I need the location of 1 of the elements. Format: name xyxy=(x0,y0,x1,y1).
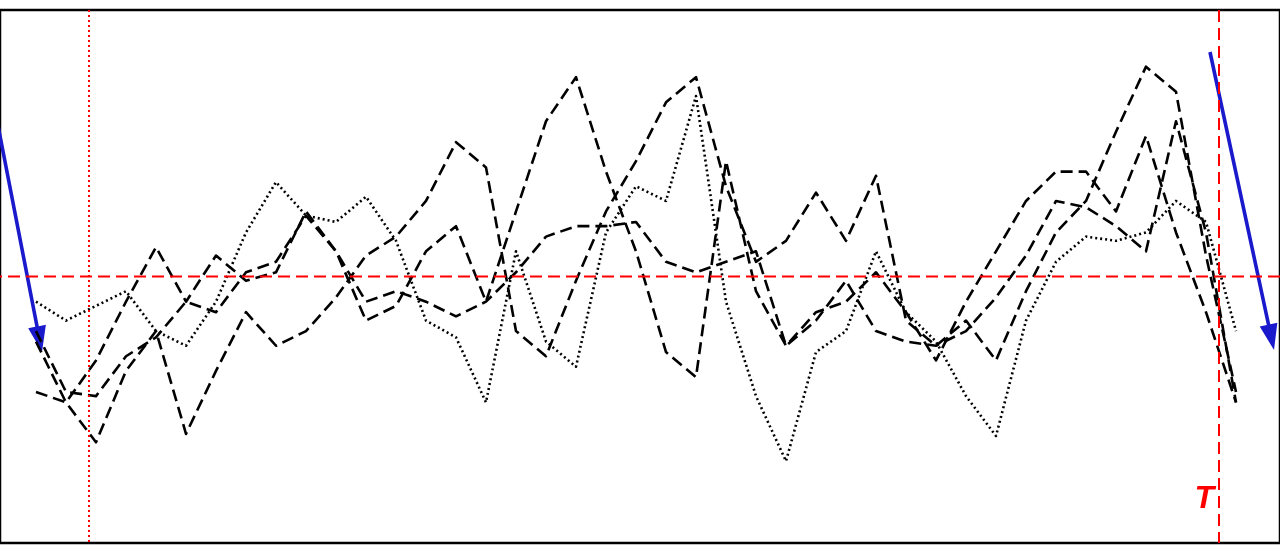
text: T xyxy=(1194,479,1217,515)
